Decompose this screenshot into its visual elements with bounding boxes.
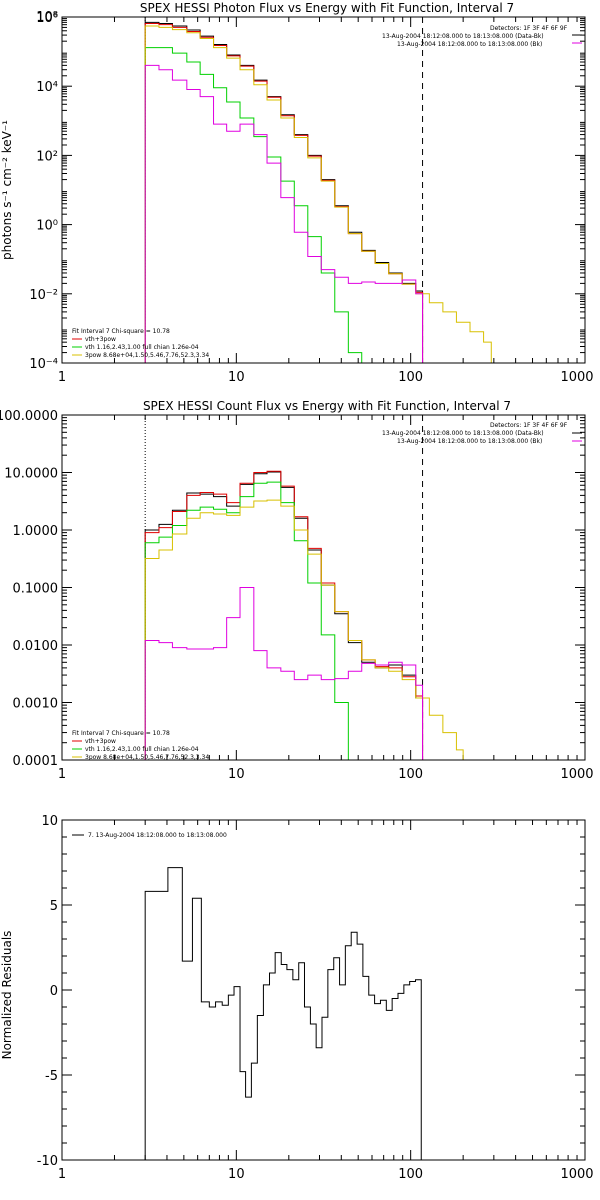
y-tick-label: 0.0001 — [13, 754, 59, 769]
y-tick-label: 10⁶ — [36, 11, 58, 26]
y-tick-label: 0.1000 — [13, 582, 59, 597]
y-tick-label: 5 — [50, 899, 58, 914]
x-tick-label: 1 — [58, 370, 66, 385]
series-vth — [144, 47, 363, 363]
count-flux-frame — [61, 414, 586, 761]
series-bk — [144, 64, 424, 363]
fit-label-3pow: 3pow 8.68e+04,1.50,5.46,7.76,52.3,3.34 — [85, 352, 209, 359]
count-flux-panel: SPEX HESSI Count Flux vs Energy with Fit… — [0, 399, 594, 782]
series-3pow — [144, 499, 464, 760]
series-vth-3pow — [144, 22, 424, 363]
fit-label-vth: vth 1.16,2.43,1.00 full chian 1.26e-04 — [85, 344, 199, 351]
photon-flux-frame — [61, 16, 586, 364]
series-vth-3pow — [144, 470, 424, 760]
residuals-frame — [61, 819, 586, 1161]
x-tick-label: 1000 — [560, 767, 593, 782]
x-tick-label: 1 — [58, 767, 66, 782]
x-tick-label: 100 — [398, 767, 423, 782]
x-tick-label: 100 — [398, 370, 423, 385]
info-detectors-2: Detectors: 1F 3F 4F 6F 9F — [490, 422, 568, 429]
y-tick-label: 10⁻⁴ — [29, 357, 58, 372]
info-interval-data: 13-Aug-2004 18:12:08.000 to 18:13:08.000… — [382, 33, 544, 40]
photon-flux-panel: SPEX HESSI Photon Flux vs Energy with Fi… — [0, 1, 594, 385]
y-tick-label: 10⁻² — [29, 288, 58, 303]
y-tick-label: 10 — [41, 814, 58, 829]
x-tick-label: 1000 — [560, 1167, 593, 1182]
y-tick-label: 0 — [50, 984, 58, 999]
count-flux-title: SPEX HESSI Count Flux vs Energy with Fit… — [143, 399, 511, 413]
x-tick-label: 10 — [228, 370, 245, 385]
y-tick-label: 0.0100 — [13, 639, 59, 654]
fit-interval-text: Fit Interval 7 Chi-square = 10.78 — [72, 328, 170, 335]
fit-interval-text-2: Fit Interval 7 Chi-square = 10.78 — [72, 730, 170, 737]
info-detectors: Detectors: 1F 3F 4F 6F 9F — [490, 25, 568, 32]
y-tick-label: -10 — [37, 1154, 58, 1169]
y-tick-label: 10⁴ — [36, 80, 58, 95]
y-tick-label: 0.0010 — [13, 697, 59, 712]
info-interval-bk-2: 13-Aug-2004 18:12:08.000 to 18:13:08.000… — [397, 438, 542, 445]
y-tick-label: 10⁸ — [36, 10, 58, 25]
series-3pow — [144, 25, 492, 363]
series-data-bk — [144, 21, 424, 363]
series-vth — [144, 481, 349, 760]
x-tick-label: 10 — [228, 1167, 245, 1182]
residuals-ylabel: Normalized Residuals — [0, 931, 14, 1060]
series-residuals — [144, 867, 422, 1160]
x-tick-label: 10 — [228, 767, 245, 782]
y-tick-label: -5 — [45, 1069, 58, 1084]
y-tick-label: 10² — [36, 149, 58, 164]
x-tick-label: 100 — [398, 1167, 423, 1182]
photon-flux-ylabel: photons s⁻¹ cm⁻² keV⁻¹ — [0, 120, 14, 260]
fit-label-vth-2: vth 1.16,2.43,1.00 full chian 1.26e-04 — [85, 746, 199, 753]
y-tick-label: 100.0000 — [0, 409, 58, 424]
fit-label-3pow-2: 3pow 8.68e+04,1.50,5.46,7.76,52.3,3.34 — [85, 754, 209, 761]
y-tick-label: 10.0000 — [4, 467, 58, 482]
fit-label-vth3pow: vth+3pow — [85, 336, 116, 343]
y-tick-label: 1.0000 — [13, 524, 59, 539]
info-interval-bk: 13-Aug-2004 18:12:08.000 to 18:13:08.000… — [397, 41, 542, 48]
info-interval-data-2: 13-Aug-2004 18:12:08.000 to 18:13:08.000… — [382, 430, 544, 437]
y-tick-label: 10⁰ — [36, 219, 58, 234]
photon-flux-title: SPEX HESSI Photon Flux vs Energy with Fi… — [140, 1, 514, 15]
fit-label-vth3pow-2: vth+3pow — [85, 738, 116, 745]
x-tick-label: 1000 — [560, 370, 593, 385]
residuals-legend: 7. 13-Aug-2004 18:12:08.000 to 18:13:08.… — [88, 832, 227, 839]
x-tick-label: 1 — [58, 1167, 66, 1182]
residuals-panel: Normalized Residuals 1 10 100 1000 -10 -5 0 5 10… — [0, 814, 594, 1182]
series-bk — [144, 587, 424, 760]
